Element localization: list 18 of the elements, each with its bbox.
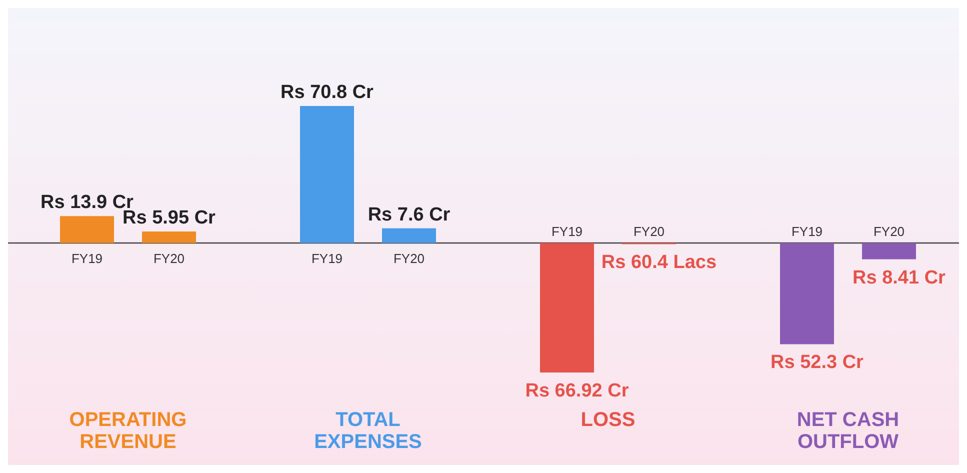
series-label: FY19 <box>551 224 583 239</box>
text: FY20 <box>393 251 425 266</box>
data-label: Rs 8.41 Cr <box>852 267 946 288</box>
text: FY20 <box>873 224 905 239</box>
x-tick-label: NET CASH OUTFLOW <box>796 409 900 453</box>
text: FY19 <box>311 251 343 266</box>
data-label: Rs 52.3 Cr <box>770 352 864 374</box>
data-label: Rs 60.4 Lacs <box>601 252 717 274</box>
text: FY20 <box>153 251 185 266</box>
text: FY19 <box>71 251 103 266</box>
data-label: Rs 66.92 Cr <box>525 380 630 402</box>
x-tick-label: TOTAL EXPENSES <box>314 409 422 453</box>
x-tick-label: LOSS <box>580 409 636 431</box>
x-tick-label: OPERATING REVENUE <box>69 409 187 453</box>
data-label: Rs 70.8 Cr <box>280 82 374 103</box>
text: FY19 <box>791 224 823 239</box>
data-label: Rs 7.6 Cr <box>368 204 451 226</box>
series-label: FY20 <box>633 224 665 239</box>
